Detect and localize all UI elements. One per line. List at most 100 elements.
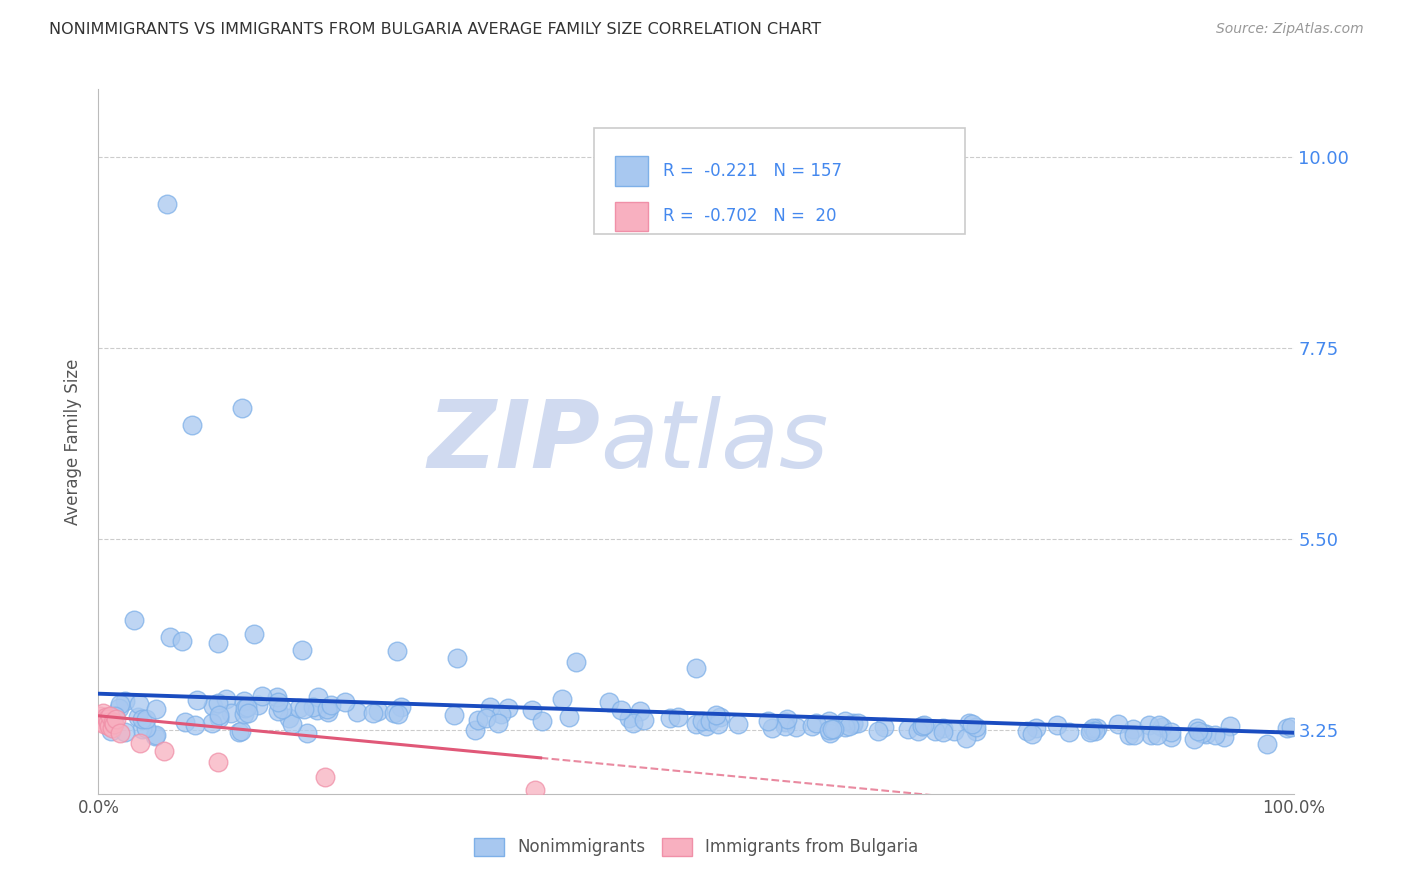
Point [965, 724, 987, 739]
Point [1212, 730, 1234, 744]
Point [233, 694, 256, 708]
Point [695, 719, 717, 733]
Point [104, 709, 127, 723]
Point [1122, 722, 1144, 736]
Point [841, 715, 863, 730]
Point [520, 703, 543, 717]
Point [806, 716, 828, 731]
Point [761, 721, 783, 735]
Point [912, 718, 935, 732]
Point [266, 690, 288, 704]
Point [1057, 724, 1080, 739]
Point [247, 698, 270, 712]
Point [236, 706, 259, 720]
Point [1140, 727, 1163, 741]
Point [124, 613, 146, 627]
Text: NONIMMIGRANTS VS IMMIGRANTS FROM BULGARIA AVERAGE FAMILY SIZE CORRELATION CHART: NONIMMIGRANTS VS IMMIGRANTS FROM BULGARI… [49, 22, 821, 37]
Point [389, 700, 412, 714]
Point [823, 722, 845, 736]
Point [628, 704, 651, 718]
Point [965, 720, 987, 734]
Point [90, 712, 112, 726]
Point [955, 731, 977, 745]
Point [202, 699, 225, 714]
Point [233, 701, 256, 715]
Point [292, 702, 315, 716]
Point [868, 724, 890, 739]
Point [960, 716, 983, 731]
Point [93, 717, 115, 731]
Point [94, 710, 117, 724]
Point [250, 690, 273, 704]
Text: R =  -0.221   N = 157: R = -0.221 N = 157 [662, 162, 842, 180]
Point [621, 715, 644, 730]
Point [127, 710, 149, 724]
Point [277, 711, 299, 725]
Point [129, 736, 152, 750]
Point [186, 693, 208, 707]
Point [1160, 724, 1182, 739]
Text: Source: ZipAtlas.com: Source: ZipAtlas.com [1216, 22, 1364, 37]
Point [270, 702, 292, 716]
Point [957, 716, 980, 731]
Point [1195, 727, 1218, 741]
Point [479, 700, 502, 714]
Point [208, 707, 231, 722]
Y-axis label: Average Family Size: Average Family Size [65, 359, 83, 524]
Point [215, 692, 238, 706]
Point [228, 725, 250, 739]
Point [775, 719, 797, 733]
Point [91, 706, 114, 721]
Legend: Nonimmigrants, Immigrants from Bulgaria: Nonimmigrants, Immigrants from Bulgaria [467, 831, 925, 863]
Point [382, 706, 405, 720]
Point [98, 719, 121, 733]
Point [1187, 721, 1209, 735]
Point [727, 717, 749, 731]
Point [114, 724, 136, 739]
Point [208, 711, 231, 725]
Point [108, 725, 131, 739]
Point [943, 724, 966, 739]
Point [659, 711, 682, 725]
Point [108, 700, 131, 714]
Point [1204, 728, 1226, 742]
Point [443, 708, 465, 723]
Point [897, 722, 920, 736]
Point [801, 719, 824, 733]
Point [488, 715, 510, 730]
Point [817, 723, 839, 737]
Point [1137, 718, 1160, 732]
Point [1182, 731, 1205, 746]
Point [565, 655, 588, 669]
Text: R =  -0.702   N =  20: R = -0.702 N = 20 [662, 207, 837, 226]
Point [1150, 720, 1173, 734]
Point [128, 698, 150, 712]
Point [1078, 725, 1101, 739]
Point [108, 697, 131, 711]
Point [907, 724, 929, 739]
Point [184, 718, 207, 732]
Point [818, 726, 841, 740]
Point [1017, 723, 1039, 738]
Point [617, 711, 640, 725]
Point [1080, 723, 1102, 737]
Point [233, 707, 256, 722]
Point [821, 723, 844, 737]
Point [1275, 721, 1298, 735]
Point [98, 708, 122, 723]
Point [361, 706, 384, 720]
Point [446, 651, 468, 665]
Point [685, 661, 707, 675]
Point [367, 705, 389, 719]
Point [316, 702, 339, 716]
Point [872, 720, 894, 734]
Point [666, 710, 689, 724]
FancyBboxPatch shape [595, 128, 965, 234]
Point [201, 715, 224, 730]
Point [1046, 718, 1069, 732]
Point [924, 724, 946, 739]
Point [709, 710, 731, 724]
Point [1219, 719, 1241, 733]
Point [846, 715, 869, 730]
Point [558, 710, 581, 724]
